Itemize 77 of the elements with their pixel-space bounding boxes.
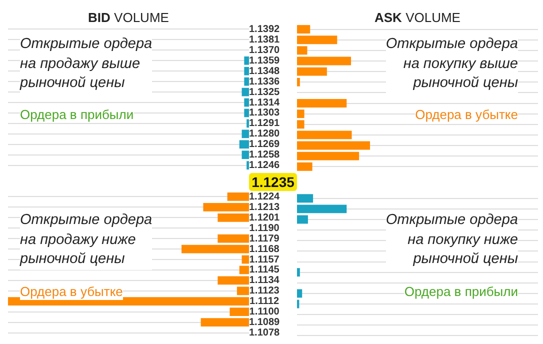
y-tick-label: 1.1089 <box>248 317 280 328</box>
bar <box>297 110 304 118</box>
y-tick-label: 1.1392 <box>248 24 280 35</box>
bar <box>297 204 347 214</box>
y-tick-label: 1.1213 <box>248 202 280 213</box>
y-tick-label: 1.1100 <box>249 306 280 318</box>
y-tick-label: 1.1314 <box>248 97 280 108</box>
text: ASK VOLUME <box>374 10 460 25</box>
bar <box>297 194 314 203</box>
bar <box>218 234 249 243</box>
y-tick-label: 1.1168 <box>249 244 280 255</box>
y-tick-label: 1.1112 <box>250 296 280 308</box>
y-tick-label: 1.1381 <box>248 34 280 46</box>
bar <box>297 56 352 66</box>
bar <box>244 98 249 107</box>
y-tick-label: 1.1280 <box>248 128 280 140</box>
bar <box>239 140 249 149</box>
y-tick-label: 1.1348 <box>248 66 280 77</box>
bar <box>297 78 300 86</box>
text: Ордера в убытке <box>415 107 518 123</box>
annotation: Открытые ордера на продажу ниже рыночной цены <box>20 211 152 270</box>
bar <box>230 308 249 316</box>
y-tick-label: 1.1134 <box>249 275 280 286</box>
y-tick-label: 1.1246 <box>248 160 280 172</box>
bar <box>236 286 249 296</box>
bar <box>227 192 249 201</box>
bar <box>297 25 310 34</box>
bar <box>297 268 300 277</box>
bar <box>297 130 352 140</box>
bar <box>239 266 249 274</box>
bar <box>297 141 370 150</box>
bar <box>297 36 338 44</box>
y-tick-label: 1.1123 <box>249 286 280 297</box>
bar <box>297 99 347 108</box>
text: Открытые ордера на покупку выше рыночной цены <box>386 35 518 94</box>
y-tick-label: 1.1269 <box>248 139 280 150</box>
y-tick-label: 1.1190 <box>249 222 280 234</box>
y-tick-label: 1.1201 <box>248 212 280 224</box>
bar <box>242 88 249 96</box>
bar <box>297 46 308 55</box>
y-tick-label: 1.1157 <box>249 254 280 266</box>
text: Ордера в прибыли <box>404 284 518 300</box>
bar <box>200 318 249 326</box>
bar <box>297 120 304 129</box>
bar <box>182 244 249 254</box>
y-tick-label: 1.1303 <box>248 108 280 119</box>
bar <box>244 77 249 86</box>
bar <box>244 66 249 76</box>
y-tick-label: 1.1325 <box>248 86 280 98</box>
y-tick-label: 1.1224 <box>248 191 280 202</box>
y-tick-label: 1.1370 <box>248 44 280 56</box>
y-tick-label: 1.1258 <box>248 150 280 161</box>
bar <box>297 67 327 76</box>
y-tick-label: 1.1336 <box>248 76 280 88</box>
y-tick-label: 1.1078 <box>248 328 280 339</box>
y-tick-label: 1.1179 <box>249 233 280 244</box>
bar <box>244 108 249 118</box>
y-tick-label: 1.1291 <box>248 118 280 130</box>
bar <box>218 213 249 222</box>
bar <box>244 56 249 65</box>
bar <box>297 289 302 298</box>
annotation: Ордера в убытке <box>20 284 123 300</box>
annotation: Ордера в прибыли <box>20 107 134 123</box>
bar <box>297 215 308 224</box>
bar <box>218 276 249 285</box>
y-tick-label: 1.1145 <box>249 264 280 276</box>
bar <box>242 130 249 138</box>
bar <box>297 152 360 160</box>
text: 1.1235 <box>248 173 298 191</box>
annotation: Открытые ордера на продажу выше рыночной цены <box>20 35 152 94</box>
bar <box>242 150 249 160</box>
bar <box>242 255 249 264</box>
y-tick-label: 1.1359 <box>248 55 280 66</box>
bar <box>203 202 249 212</box>
chart-title: BID VOLUME <box>88 10 169 25</box>
text: Открытые ордера на покупку ниже рыночной цены <box>386 211 518 270</box>
bar <box>297 162 312 171</box>
